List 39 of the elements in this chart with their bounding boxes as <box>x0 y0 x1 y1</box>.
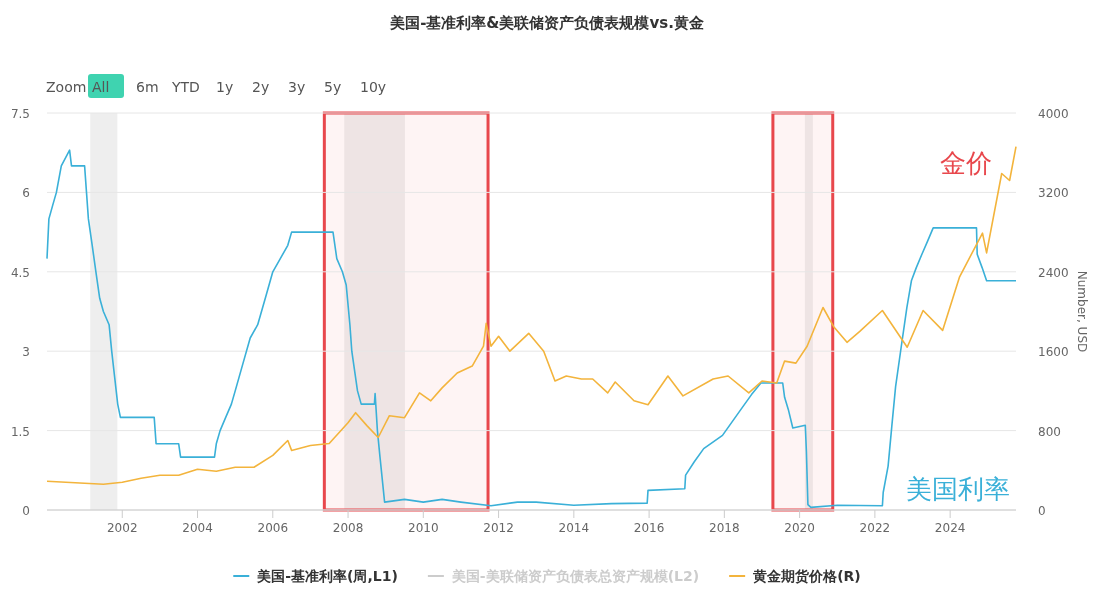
legend-label: 黄金期货价格(R) <box>752 568 861 584</box>
x-tick-label: 2002 <box>106 521 138 535</box>
y2-axis-title: Number, USD <box>1075 270 1089 353</box>
chart-title: 美国-基准利率&美联储资产负债表规模vs.黄金 <box>389 14 704 32</box>
x-tick-label: 2022 <box>859 521 891 535</box>
y-tick-label: 7.5 <box>10 107 30 121</box>
text: All <box>92 79 110 95</box>
text: YTD <box>171 79 200 95</box>
y-tick-label: 1.5 <box>10 424 30 439</box>
y2-tick-label: 1600 <box>1038 345 1069 360</box>
y2-tick-label: 3200 <box>1038 186 1069 201</box>
y2-tick-label: 4000 <box>1038 107 1069 121</box>
text: 1y <box>216 79 234 95</box>
y-tick-label: 4.5 <box>10 265 30 280</box>
text: Zoom <box>46 79 87 95</box>
text: 6m <box>136 79 159 95</box>
x-tick-label: 2018 <box>709 521 740 535</box>
y-tick-label: 6 <box>22 186 30 201</box>
x-tick-label: 2014 <box>558 521 590 535</box>
x-tick-label: 2006 <box>257 521 289 535</box>
x-tick-label: 2004 <box>182 521 213 535</box>
annotation: 金价 <box>940 148 992 178</box>
x-tick-label: 2010 <box>408 521 439 535</box>
y2-tick-label: 800 <box>1038 424 1061 439</box>
x-tick-label: 2020 <box>784 521 815 535</box>
text: 5y <box>324 79 342 95</box>
x-tick-label: 2024 <box>934 521 966 535</box>
text: 3y <box>288 79 306 95</box>
text: 10y <box>360 79 387 95</box>
y2-tick-label: 0 <box>1038 504 1046 518</box>
x-tick-label: 2016 <box>633 521 665 535</box>
y2-tick-label: 2400 <box>1038 265 1069 280</box>
annotation: 美国利率 <box>906 474 1010 504</box>
legend-label: 美国-基准利率(周,L1) <box>256 568 398 584</box>
y-tick-label: 0 <box>22 504 30 518</box>
x-tick-label: 2008 <box>332 521 364 535</box>
x-tick-label: 2012 <box>483 521 514 535</box>
text: 2y <box>252 79 270 95</box>
y-tick-label: 3 <box>22 345 30 360</box>
